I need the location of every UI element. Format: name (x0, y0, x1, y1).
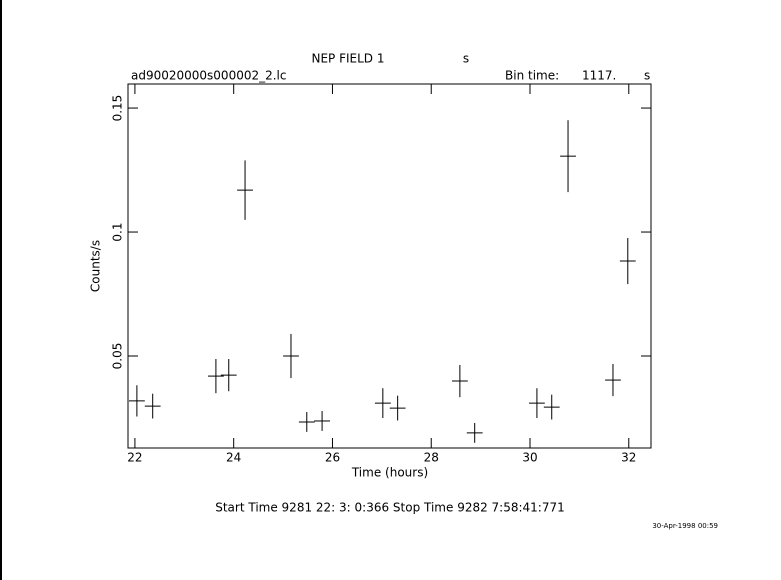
chart-title: NEP FIELD 1 (311, 52, 384, 66)
y-tick-label: 0.05 (111, 343, 125, 370)
x-tick-label: 26 (325, 451, 340, 465)
y-tick-label: 0.1 (111, 222, 125, 241)
footer: Start Time 9281 22: 3: 0:366 Stop Time 9… (215, 501, 565, 515)
y-axis-label: Counts/s (89, 240, 103, 292)
x-tick-label: 24 (226, 451, 241, 465)
subtitle: ad90020000s000002_2.lc (131, 69, 287, 83)
date-stamp: 30-Apr-1998 00:59 (652, 522, 718, 530)
y-tick-label: 0.15 (111, 95, 125, 122)
bin-unit: s (644, 69, 650, 83)
bin-value: 1117. (582, 69, 616, 83)
title-unit: s (463, 52, 469, 66)
plot-frame (127, 83, 652, 449)
x-tick-label: 28 (424, 451, 439, 465)
x-axis-label: Time (hours) (351, 466, 428, 480)
x-tick-label: 30 (522, 451, 537, 465)
x-tick-label: 22 (127, 451, 142, 465)
x-tick-label: 32 (621, 451, 636, 465)
bin-label: Bin time: (505, 69, 559, 83)
